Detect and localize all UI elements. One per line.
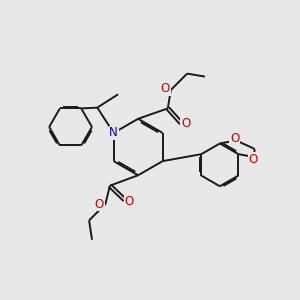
Text: O: O — [124, 195, 134, 208]
Text: O: O — [249, 153, 258, 166]
Text: O: O — [181, 117, 190, 130]
Text: O: O — [95, 198, 104, 211]
Text: O: O — [161, 82, 170, 95]
Text: N: N — [109, 126, 118, 140]
Text: O: O — [230, 132, 239, 145]
